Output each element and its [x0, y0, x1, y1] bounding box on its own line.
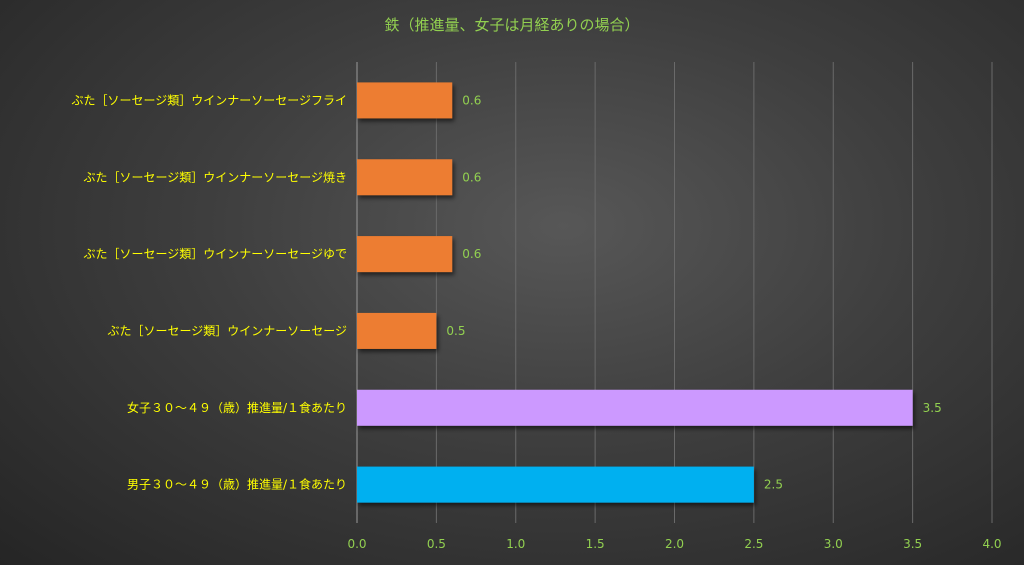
data-label: 0.6 — [462, 247, 481, 261]
data-label: 0.5 — [446, 324, 465, 338]
category-label: ぶた［ソーセージ類］ウインナーソーセージフライ — [71, 93, 347, 107]
bar — [357, 389, 913, 426]
bar — [357, 466, 754, 503]
bar — [357, 159, 453, 196]
category-label: ぶた［ソーセージ類］ウインナーソーセージ — [107, 324, 347, 338]
x-tick-label: 2.0 — [665, 537, 684, 551]
category-label: ぶた［ソーセージ類］ウインナーソーセージ焼き — [83, 170, 347, 184]
x-tick-label: 4.0 — [982, 537, 1001, 551]
bar — [357, 236, 453, 273]
data-label: 0.6 — [462, 170, 481, 184]
x-tick-label: 1.0 — [506, 537, 525, 551]
data-label: 3.5 — [923, 401, 942, 415]
category-label: ぶた［ソーセージ類］ウインナーソーセージゆで — [83, 247, 347, 261]
data-label: 2.5 — [764, 478, 783, 492]
x-tick-label: 3.5 — [903, 537, 922, 551]
bar — [357, 82, 453, 119]
x-tick-label: 3.0 — [824, 537, 843, 551]
x-tick-label: 1.5 — [586, 537, 605, 551]
data-label: 0.6 — [462, 93, 481, 107]
labels: 0.0 0.5 1.0 1.5 2.0 2.5 3.0 3.5 4.0 ぶた［ソーセージ類］ウイン… — [71, 93, 1001, 551]
bar — [357, 312, 437, 349]
category-label: 女子３０～４９（歳）推進量/１食あたり — [127, 400, 347, 415]
gridlines — [356, 62, 993, 523]
x-tick-label: 2.5 — [744, 537, 763, 551]
x-tick-label: 0.0 — [347, 537, 366, 551]
x-tick-label: 0.5 — [427, 537, 446, 551]
chart-title: 鉄（推進量、女子は月経ありの場合） — [384, 16, 639, 34]
bars — [357, 82, 913, 503]
category-label: 男子３０～４９（歳）推進量/１食あたり — [127, 477, 347, 492]
